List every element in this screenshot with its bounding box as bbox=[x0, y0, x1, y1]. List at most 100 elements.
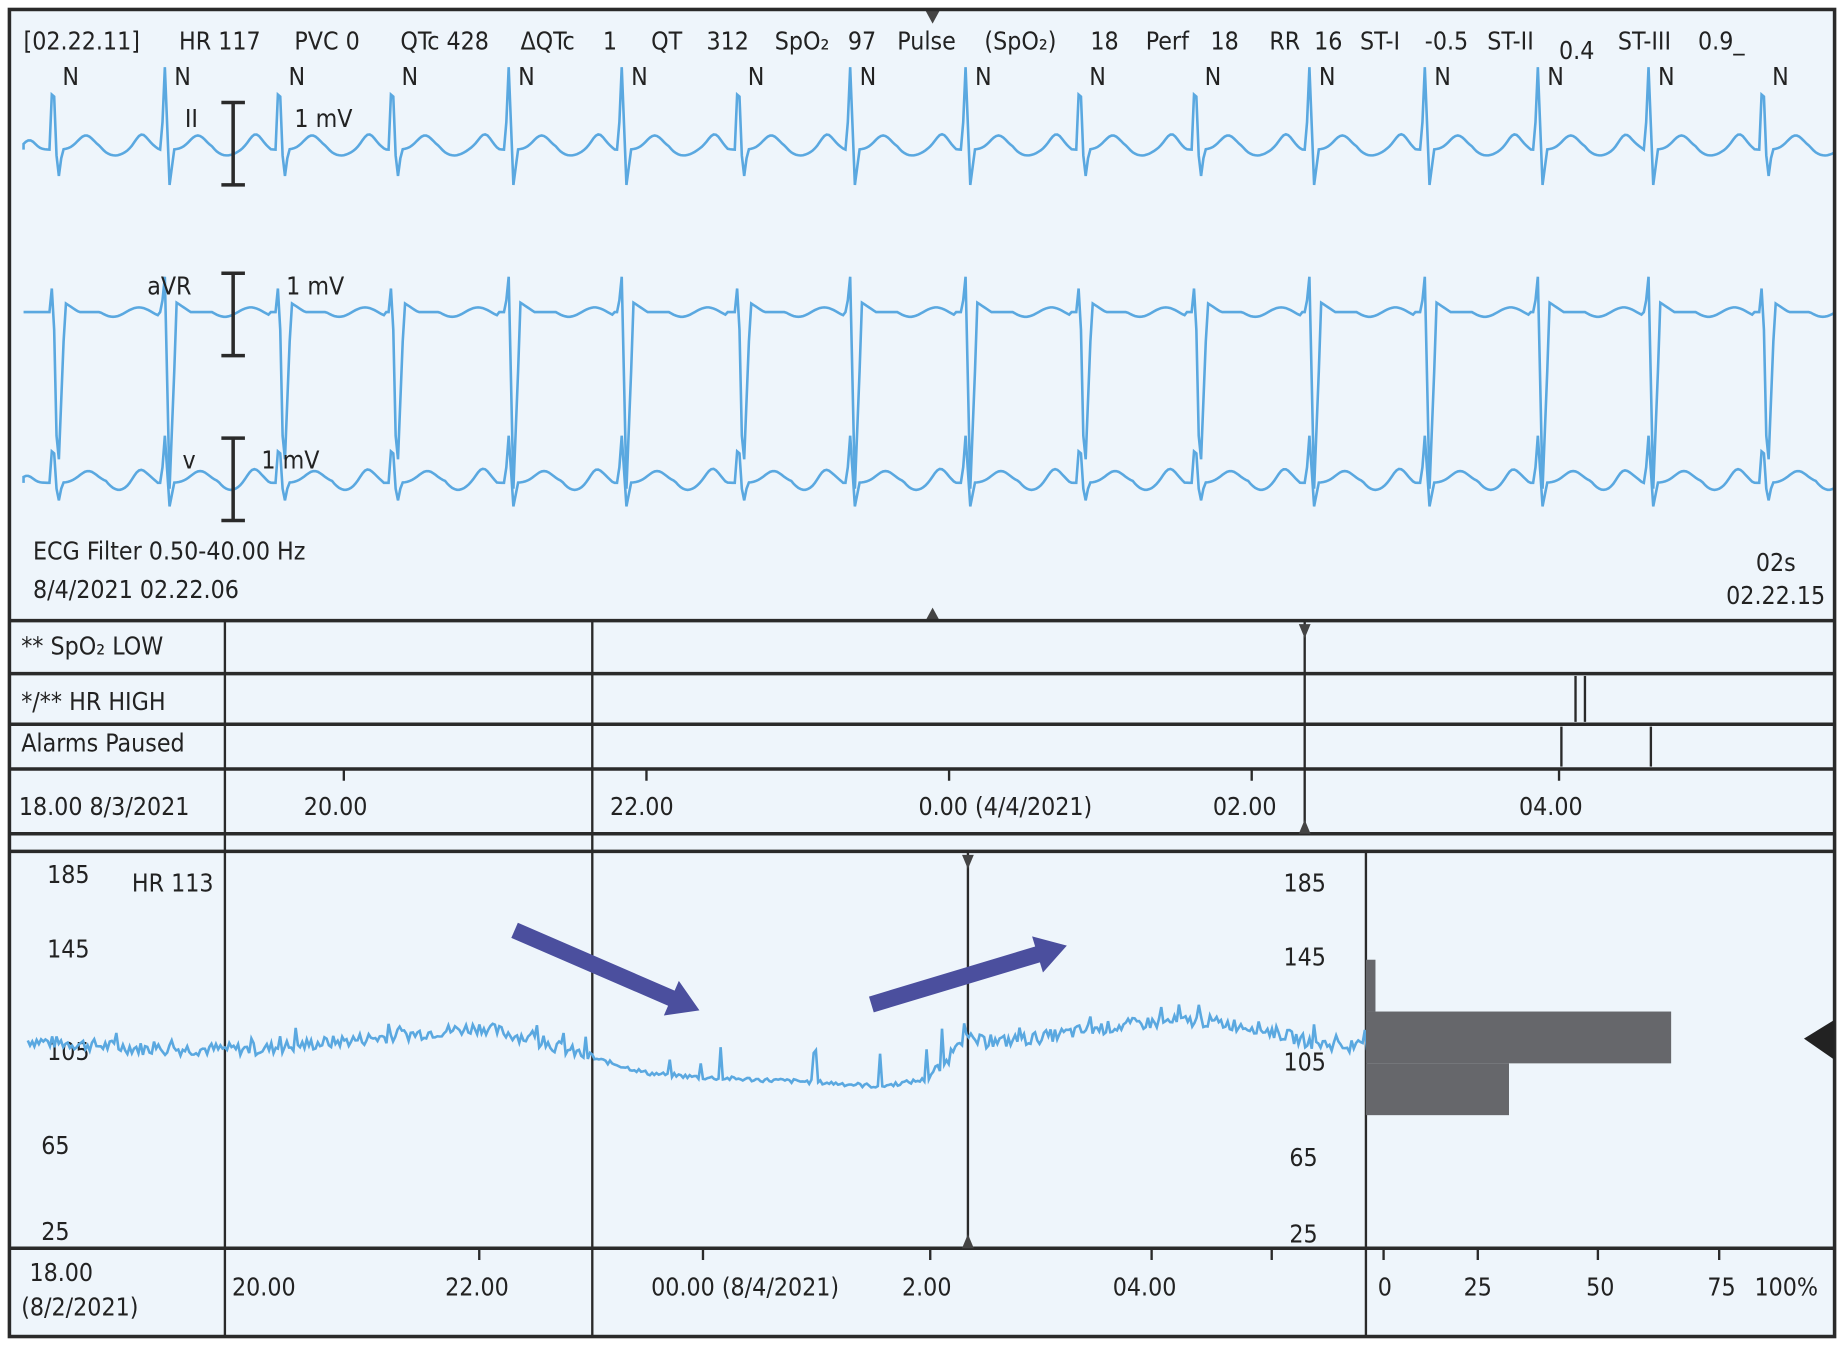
cursor-marker-icon bbox=[962, 854, 974, 870]
lead-scale-label: 1 mV bbox=[286, 271, 345, 300]
histogram-bar bbox=[1365, 1063, 1509, 1116]
lead-label: II bbox=[185, 104, 198, 133]
cursor-marker-icon bbox=[925, 10, 940, 24]
x-tick-label: 00.00 (8/4/2021) bbox=[651, 1272, 839, 1301]
alarm-row-label[interactable]: Alarms Paused bbox=[21, 728, 184, 757]
beat-label-n: N bbox=[748, 62, 765, 91]
header-value: 97 bbox=[848, 27, 876, 56]
beat-label-n: N bbox=[62, 62, 79, 91]
beat-label-n: N bbox=[1772, 62, 1789, 91]
header-value: Pulse bbox=[897, 27, 956, 56]
alarm-row-label[interactable]: */** HR HIGH bbox=[21, 687, 165, 716]
header-value: -0.5 bbox=[1425, 27, 1468, 56]
alarm-axis-tick-label: 0.00 (4/4/2021) bbox=[918, 792, 1092, 821]
beat-label-n: N bbox=[1658, 62, 1675, 91]
alarm-row-label[interactable]: ** SpO₂ LOW bbox=[21, 632, 163, 661]
y-tick-label-right: 25 bbox=[1289, 1219, 1317, 1248]
header-value: 0.9_ bbox=[1698, 27, 1745, 56]
cursor-marker-icon bbox=[962, 1234, 974, 1249]
beat-label-n: N bbox=[860, 62, 877, 91]
y-tick-label-right: 65 bbox=[1289, 1143, 1317, 1172]
y-tick-label-left: 25 bbox=[41, 1217, 69, 1246]
beat-label-n: N bbox=[288, 62, 305, 91]
header-value: 18 bbox=[1090, 27, 1118, 56]
header-value: 0.4 bbox=[1559, 36, 1594, 65]
header-value: RR bbox=[1269, 27, 1300, 56]
histogram-tick-label: 50 bbox=[1586, 1272, 1614, 1301]
header-value: ST-II bbox=[1487, 27, 1534, 56]
cursor-marker-icon bbox=[925, 607, 940, 621]
ecg-filter-label: ECG Filter 0.50-40.00 Hz bbox=[33, 536, 305, 565]
y-tick-label-right: 105 bbox=[1283, 1047, 1325, 1076]
ecg-end-time: 02.22.15 bbox=[1726, 581, 1825, 610]
beat-label-n: N bbox=[1205, 62, 1222, 91]
ecg-waveforms bbox=[22, 67, 1836, 507]
ecg-duration: 02s bbox=[1756, 548, 1796, 577]
beat-label-n: N bbox=[174, 62, 191, 91]
alarm-axis-tick-label: 02.00 bbox=[1213, 792, 1277, 821]
x-tick-label: 04.00 bbox=[1113, 1272, 1177, 1301]
lead-label: v bbox=[183, 446, 196, 475]
header-value: PVC 0 bbox=[294, 27, 359, 56]
histogram-tick-label: 75 bbox=[1707, 1272, 1735, 1301]
ecg-start-time: 8/4/2021 02.22.06 bbox=[33, 575, 239, 604]
histogram-bar bbox=[1365, 959, 1376, 1012]
x-axis-start: 18.00 bbox=[29, 1258, 93, 1287]
histogram-bar bbox=[1365, 1011, 1672, 1064]
beat-label-n: N bbox=[1319, 62, 1336, 91]
histogram-tick-label: 0 bbox=[1378, 1272, 1392, 1301]
x-tick-label: 22.00 bbox=[445, 1272, 509, 1301]
trend-arrow-icon bbox=[511, 922, 700, 1016]
lead-label: aVR bbox=[147, 271, 191, 300]
header-value: HR 117 bbox=[179, 27, 261, 56]
hr-current-label: HR 113 bbox=[132, 868, 214, 897]
ecg-lead-ii-waveform bbox=[22, 67, 1836, 186]
grid-lines bbox=[7, 7, 1837, 1339]
header-value: SpO₂ bbox=[775, 27, 830, 56]
alarm-axis-tick-label: 20.00 bbox=[304, 792, 368, 821]
header-value: 312 bbox=[707, 27, 749, 56]
header-value: ST-I bbox=[1360, 27, 1400, 56]
alarm-axis-tick-label: 22.00 bbox=[610, 792, 674, 821]
beat-label-n: N bbox=[975, 62, 992, 91]
hr-trend-chart[interactable] bbox=[26, 922, 1835, 1116]
header-value: ST-III bbox=[1618, 27, 1671, 56]
beat-label-n: N bbox=[1434, 62, 1451, 91]
histogram-tick-label: 100% bbox=[1755, 1272, 1819, 1301]
trend-arrow-icon bbox=[868, 936, 1067, 1013]
ecg-lead-v-waveform bbox=[22, 435, 1836, 507]
x-tick-label: 20.00 bbox=[232, 1272, 296, 1301]
ecg-lead-avr-waveform bbox=[23, 276, 1836, 489]
header-value: 1 bbox=[603, 27, 617, 56]
cursor-marker-icon bbox=[1298, 624, 1311, 639]
header-value: 16 bbox=[1314, 27, 1342, 56]
y-tick-label-left: 185 bbox=[47, 860, 89, 889]
beat-label-n: N bbox=[631, 62, 648, 91]
y-tick-label-left: 145 bbox=[47, 934, 89, 963]
hr-trend-line bbox=[26, 1004, 1369, 1090]
lead-scale-label: 1 mV bbox=[294, 104, 353, 133]
beat-label-n: N bbox=[518, 62, 535, 91]
lead-scale-label: 1 mV bbox=[261, 446, 320, 475]
y-tick-label-right: 185 bbox=[1283, 868, 1325, 897]
current-value-marker-icon bbox=[1803, 1019, 1835, 1060]
header-value: QTc 428 bbox=[400, 27, 489, 56]
y-tick-label-right: 145 bbox=[1283, 943, 1325, 972]
x-tick-label: 2.00 bbox=[902, 1272, 952, 1301]
beat-label-n: N bbox=[402, 62, 419, 91]
header-value: Perf bbox=[1146, 27, 1190, 56]
header-value: [02.22.11] bbox=[24, 27, 140, 56]
beat-label-n: N bbox=[1089, 62, 1106, 91]
x-axis-start-date: (8/2/2021) bbox=[21, 1292, 138, 1321]
alarm-axis-start: 18.00 8/3/2021 bbox=[19, 792, 190, 821]
alarm-axis-tick-label: 04.00 bbox=[1519, 792, 1583, 821]
y-tick-label-left: 65 bbox=[41, 1131, 69, 1160]
header-value: 18 bbox=[1210, 27, 1238, 56]
histogram-tick-label: 25 bbox=[1464, 1272, 1492, 1301]
cursor-marker-icon bbox=[1298, 819, 1311, 834]
header-value: QT bbox=[651, 27, 683, 56]
header-value: ΔQTc bbox=[520, 27, 574, 56]
beat-label-n: N bbox=[1547, 62, 1564, 91]
